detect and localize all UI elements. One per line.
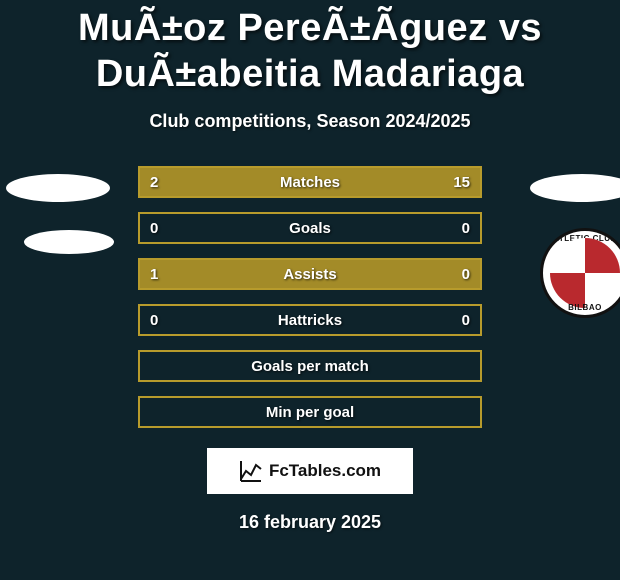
player-left-placeholder-1 bbox=[6, 174, 110, 202]
crest-inner bbox=[550, 238, 620, 308]
player-right-placeholder-1 bbox=[530, 174, 620, 202]
source-logo: FcTables.com bbox=[207, 448, 413, 494]
stat-value-left: 0 bbox=[150, 312, 158, 329]
stat-value-right: 15 bbox=[453, 174, 470, 191]
stat-label: Goals per match bbox=[251, 358, 369, 375]
stat-label: Goals bbox=[289, 220, 331, 237]
stat-label: Hattricks bbox=[278, 312, 342, 329]
player-left-placeholder-2 bbox=[24, 230, 114, 254]
stat-value-right: 0 bbox=[462, 312, 470, 329]
stat-row: 0 Hattricks 0 bbox=[138, 304, 482, 336]
chart-icon bbox=[239, 459, 263, 483]
stat-row: 0 Goals 0 bbox=[138, 212, 482, 244]
subtitle: Club competitions, Season 2024/2025 bbox=[0, 111, 620, 132]
stat-label: Matches bbox=[280, 174, 340, 191]
stat-row: 2 Matches 15 bbox=[138, 166, 482, 198]
stat-value-left: 0 bbox=[150, 220, 158, 237]
source-logo-text: FcTables.com bbox=[269, 461, 381, 481]
stat-label: Assists bbox=[283, 266, 336, 283]
comparison-rows: 2 Matches 15 0 Goals 0 1 Assists 0 0 Hattricks 0 Goa… bbox=[138, 166, 482, 428]
stat-row: Goals per match bbox=[138, 350, 482, 382]
crest-text-bottom: BILBAO bbox=[543, 303, 620, 312]
club-crest: ATLETIC CLUB BILBAO bbox=[540, 228, 620, 318]
stat-value-left: 1 bbox=[150, 266, 158, 283]
stat-value-right: 0 bbox=[462, 266, 470, 283]
stat-row: Min per goal bbox=[138, 396, 482, 428]
stat-label: Min per goal bbox=[266, 404, 354, 421]
date-text: 16 february 2025 bbox=[0, 512, 620, 533]
stat-row: 1 Assists 0 bbox=[138, 258, 482, 290]
stat-value-left: 2 bbox=[150, 174, 158, 191]
stat-value-right: 0 bbox=[462, 220, 470, 237]
stat-fill-left bbox=[140, 168, 198, 196]
page-title: MuÃ±oz PereÃ±Ãguez vs DuÃ±abeitia Madari… bbox=[0, 0, 620, 97]
